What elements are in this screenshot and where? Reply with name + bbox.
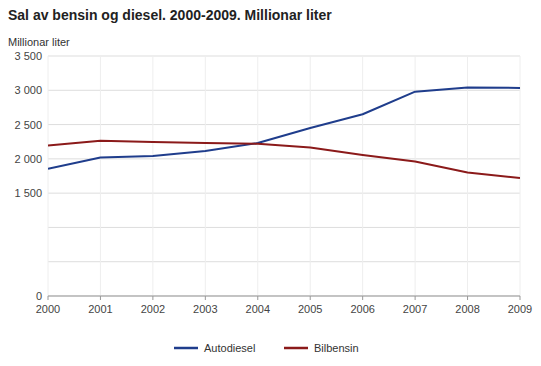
x-tick-label: 2001: [88, 303, 112, 315]
x-tick: [205, 296, 206, 300]
y-axis-label: Millionar liter: [8, 36, 70, 48]
x-tick: [257, 296, 258, 300]
y-tick-label: 2 000: [14, 153, 42, 165]
grid-line: [152, 56, 153, 296]
chart: Sal av bensin og diesel. 2000-2009. Mill…: [0, 0, 541, 366]
y-tick-label: 1 500: [14, 187, 42, 199]
grid-line: [48, 124, 520, 125]
y-tick-label: 3 500: [14, 50, 42, 62]
x-tick-label: 2008: [455, 303, 479, 315]
x-tick-label: 2007: [403, 303, 427, 315]
grid-line: [48, 193, 520, 194]
grid-line: [48, 227, 520, 228]
grid-line: [205, 56, 206, 296]
x-tick-label: 2000: [36, 303, 60, 315]
legend-label: Autodiesel: [204, 342, 255, 354]
legend: Autodiesel Bilbensin: [174, 342, 359, 354]
grid-line: [467, 56, 468, 296]
x-tick: [467, 296, 468, 300]
x-tick: [415, 296, 416, 300]
x-tick: [48, 296, 49, 300]
grid-line: [100, 56, 101, 296]
y-tick-label: 0: [36, 290, 42, 302]
x-tick: [520, 296, 521, 300]
grid-line: [310, 56, 311, 296]
x-tick-label: 2006: [350, 303, 374, 315]
y-tick-label: 3 000: [14, 84, 42, 96]
x-tick: [100, 296, 101, 300]
grid-line: [48, 56, 520, 57]
x-tick-label: 2002: [141, 303, 165, 315]
line: [48, 88, 520, 169]
legend-label: Bilbensin: [314, 342, 359, 354]
x-tick-label: 2005: [298, 303, 322, 315]
x-tick: [152, 296, 153, 300]
x-axis: [48, 296, 520, 297]
x-tick: [362, 296, 363, 300]
grid-line: [362, 56, 363, 296]
x-tick: [310, 296, 311, 300]
x-tick-label: 2009: [508, 303, 532, 315]
lines: [48, 88, 520, 179]
grid-line: [48, 261, 520, 262]
legend-swatch: [174, 347, 198, 350]
grid-line: [257, 56, 258, 296]
x-tick-label: 2004: [246, 303, 270, 315]
x-tick-label: 2003: [193, 303, 217, 315]
y-tick-label: 2 500: [14, 119, 42, 131]
grid-line: [48, 158, 520, 159]
line: [48, 141, 520, 178]
grid: [48, 56, 520, 296]
grid-line: [48, 296, 520, 297]
title: Sal av bensin og diesel. 2000-2009. Mill…: [8, 7, 332, 23]
grid-line: [520, 56, 521, 296]
legend-swatch: [284, 347, 308, 350]
grid-line: [48, 56, 49, 296]
